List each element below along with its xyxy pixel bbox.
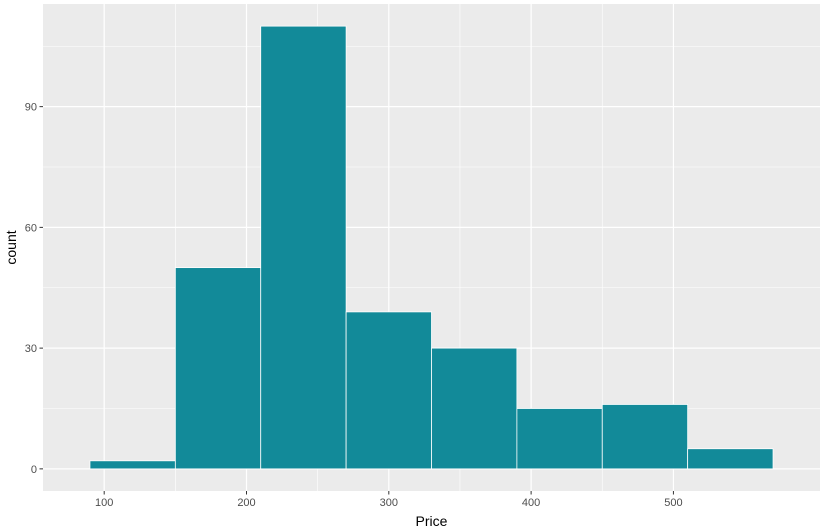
histogram-bar <box>431 347 518 470</box>
x-tick-label: 100 <box>95 497 113 509</box>
x-tick-label: 200 <box>237 497 255 509</box>
histogram-bar <box>260 25 347 470</box>
histogram-bar <box>601 404 689 470</box>
histogram-bar <box>516 408 603 470</box>
y-axis-title: count <box>3 230 19 264</box>
y-tick-label: 60 <box>25 222 37 234</box>
y-axis: 0 30 60 90 <box>25 102 43 476</box>
y-tick-label: 0 <box>31 464 37 476</box>
x-tick-label: 400 <box>522 497 540 509</box>
histogram-bar <box>687 448 774 470</box>
y-tick-label: 30 <box>25 343 37 355</box>
histogram-bar <box>174 267 262 470</box>
x-tick-label: 300 <box>380 497 398 509</box>
y-tick-label: 90 <box>25 102 37 114</box>
x-axis-title: Price <box>416 513 448 529</box>
histogram-bars <box>89 25 774 470</box>
x-tick-label: 500 <box>664 497 682 509</box>
histogram-bar <box>89 460 176 470</box>
histogram-bar <box>345 311 432 470</box>
x-axis: 100 200 300 400 500 <box>95 491 683 509</box>
